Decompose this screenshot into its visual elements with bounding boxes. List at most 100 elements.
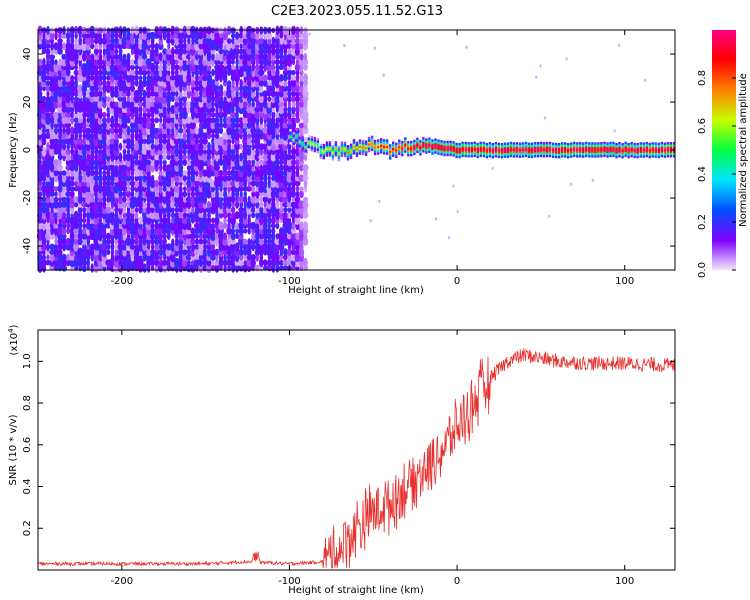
spectrogram-cell: [255, 31, 260, 40]
spectrogram-cell: [118, 191, 123, 198]
spectrogram-cell: [167, 138, 171, 145]
spectrogram-cell: [271, 116, 276, 124]
colorbar-ticks: 0.00.20.40.60.8: [697, 70, 736, 278]
spectrogram-cell: [282, 233, 289, 240]
spectrogram-cell: [226, 41, 232, 52]
spectrogram-cell: [238, 210, 244, 220]
spectrogram-cell: [294, 180, 301, 187]
spectrogram-cell: [234, 96, 241, 102]
spectrogram-cell: [278, 138, 285, 145]
spectrogram-cell: [173, 257, 180, 268]
spectrogram-cell: [239, 152, 244, 162]
spectrogram-cell: [150, 101, 156, 108]
spectrogram-cell: [211, 217, 215, 224]
spectrogram-cell: [282, 122, 289, 129]
spectrogram-cell: [258, 180, 265, 187]
spectrogram-cell: [130, 141, 135, 152]
spectrogram-cell: [145, 216, 152, 225]
spectrogram-cell: [246, 148, 252, 156]
spectrogram-cell: [170, 85, 175, 92]
spectrogram-cell: [201, 78, 208, 88]
spectrogram-cell: [195, 73, 199, 83]
spectrogram-cell: [149, 259, 156, 267]
spectrogram-cell: [133, 164, 140, 172]
spectrogram-cell: [298, 58, 305, 66]
spectrogram-cell: [271, 68, 276, 77]
spectrogram-cell: [242, 126, 248, 135]
spectrogram-cell: [226, 243, 232, 250]
spectrogram-cell: [61, 258, 67, 267]
spectrogram-cell: [182, 200, 188, 209]
spectrogram-cell: [258, 211, 265, 219]
spectrogram-cell: [178, 189, 183, 200]
spectrogram-cell: [251, 58, 256, 67]
spectrogram-cell: [49, 184, 55, 194]
spectrogram-cell: [85, 185, 92, 193]
spectrogram-cell: [190, 100, 196, 108]
spectrogram-cell: [82, 137, 87, 146]
spectrogram-cell: [206, 116, 212, 124]
spectrogram-cell: [239, 254, 244, 261]
spectrogram-cell: [219, 190, 223, 198]
spectrogram-cell: [129, 105, 136, 115]
spectrogram-cell: [194, 227, 200, 235]
spectrogram-cell: [62, 173, 67, 184]
spectrogram-cell: [69, 258, 76, 268]
spectrogram-cell: [117, 253, 124, 261]
spectrogram-cell: [89, 243, 96, 251]
spectrogram-cell: [73, 210, 79, 220]
spectrogram-cell: [45, 132, 51, 140]
spectrogram-cell: [194, 248, 200, 256]
spectrogram-cell: [207, 236, 211, 247]
spectrogram-cell: [279, 199, 284, 210]
spectrogram-cell: [49, 106, 56, 113]
spectrogram-ridge-cell: [506, 149, 510, 152]
spectrogram-cell: [242, 238, 248, 245]
spectrogram-ridge-cell: [458, 149, 461, 152]
spectrogram-cell: [117, 159, 124, 166]
spectrogram-cell: [294, 212, 301, 218]
spectrogram-cell: [218, 147, 224, 156]
spectrogram-cell: [169, 165, 176, 171]
spectrogram-cell: [291, 217, 296, 224]
spectrogram-cell: [234, 116, 240, 124]
spectrogram-cell: [89, 223, 95, 229]
spectrogram-ridge-cell: [663, 149, 666, 152]
spectrogram-cell: [126, 180, 131, 187]
spectrogram-ridge-cell: [434, 144, 437, 148]
spectrogram-cell: [85, 211, 91, 219]
spectrogram-cell: [173, 184, 180, 193]
spectrogram-cell: [145, 159, 152, 165]
spectrogram-cell: [90, 127, 95, 134]
spectrogram-cell: [37, 94, 43, 104]
spectrogram-cell: [295, 190, 300, 198]
spectrogram-cell: [222, 211, 228, 219]
spectrogram-cell: [278, 115, 285, 125]
spectrogram-cell: [53, 42, 59, 51]
snr-x-tick-label: 100: [615, 576, 634, 587]
spectrogram-cell: [137, 101, 144, 108]
spectrogram-ridge-cell: [325, 147, 329, 151]
spectrogram-cell: [86, 88, 91, 99]
spectrogram-cell: [210, 243, 216, 251]
spectrogram-cell: [82, 223, 87, 229]
spectrogram-cell: [206, 69, 212, 76]
spectrogram-cell: [295, 100, 300, 109]
spectrogram-cell: [190, 247, 196, 257]
spectrogram-cell: [134, 169, 140, 177]
spectrogram-cell: [77, 247, 84, 257]
spectrogram-cell: [258, 38, 265, 44]
spectrogram-ridge-cell: [545, 148, 549, 151]
spectrogram-cell: [41, 227, 47, 235]
spectrogram-cell: [93, 32, 100, 40]
spectrogram-cell: [262, 195, 268, 203]
spectrogram-cell: [137, 47, 144, 56]
spectrogram-cell: [263, 152, 268, 163]
spectrogram-cell: [93, 96, 100, 102]
spectrogram-cell: [190, 195, 196, 203]
spectrogram-cell: [190, 78, 196, 88]
spectrogram-cell: [50, 252, 55, 263]
spectrogram-cell: [125, 133, 132, 139]
spectrogram-cell: [42, 57, 46, 67]
spectrogram-cell: [279, 57, 284, 67]
